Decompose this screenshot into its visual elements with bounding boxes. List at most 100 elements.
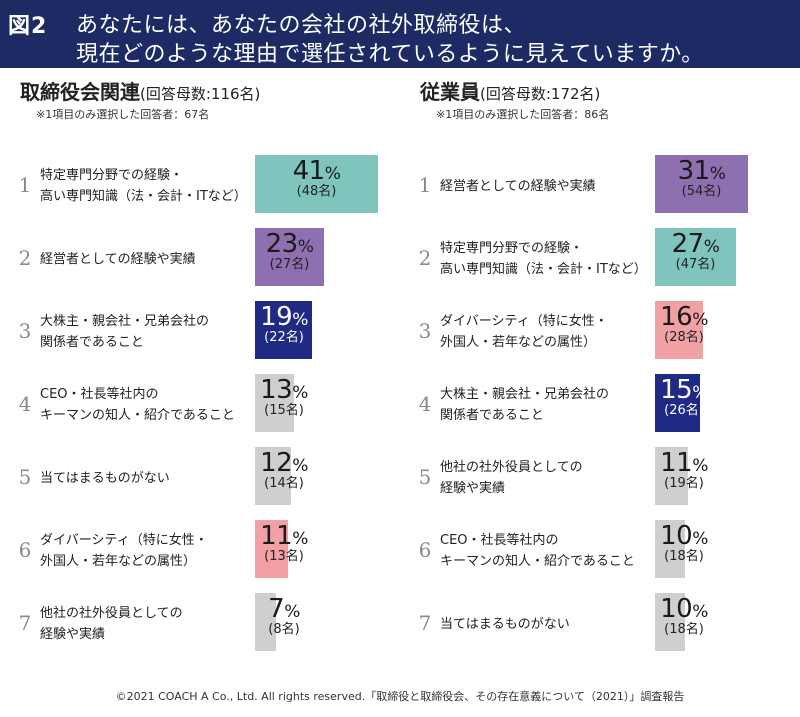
- panel-title: 従業員(回答母数:172名): [420, 76, 600, 105]
- panel-title: 取締役会関連(回答母数:116名): [20, 76, 260, 105]
- bar-row: 6 ダイバーシティ（特に女性・ 外国人・若年などの属性） 11% (13名): [0, 516, 400, 586]
- data-label: 13% (15名): [255, 377, 313, 417]
- rank-number: 5: [418, 465, 432, 489]
- respondent-count: (13名): [264, 549, 304, 564]
- category-label: 他社の社外役員としての 経験や実績: [40, 603, 183, 645]
- panel-title-main: 取締役会関連: [20, 80, 140, 104]
- category-label: 特定専門分野での経験・高い専門知識（法・会計・ITなど）: [40, 165, 247, 207]
- percent-value: 11%: [660, 448, 708, 478]
- panel-note: ※1項目のみ選択した回答者：67名: [36, 108, 210, 121]
- category-label-line: 経験や実績: [440, 481, 506, 496]
- bar: [655, 228, 736, 286]
- category-label-line: 関係者であること: [40, 335, 144, 350]
- percent-value: 41%: [292, 156, 341, 186]
- data-label: 11% (19名): [655, 450, 713, 490]
- category-label: CEO・社長等社内の キーマンの知人・紹介であること: [440, 530, 635, 572]
- bar: [655, 593, 685, 651]
- category-label: 大株主・親会社・兄弟会社の 関係者であること: [440, 384, 609, 426]
- category-label-line: 外国人・若年などの属性）: [440, 335, 597, 350]
- category-label: 経営者としての経験や実績: [440, 176, 596, 197]
- chart-panel-board: 取締役会関連(回答母数:116名) ※1項目のみ選択した回答者：67名 1 特定専…: [0, 74, 400, 684]
- category-label-line: キーマンの知人・紹介であること: [40, 408, 235, 423]
- bar: [655, 301, 703, 359]
- percent-value: 13%: [260, 375, 308, 405]
- category-label-line: 外国人・若年などの属性）: [40, 554, 197, 569]
- data-label: 16% (28名): [655, 304, 713, 344]
- category-label-line: 大株主・親会社・兄弟会社の: [440, 387, 610, 402]
- category-label: CEO・社長等社内のキーマンの知人・紹介であること: [40, 384, 235, 426]
- percent-sign: %: [692, 456, 708, 476]
- category-label-line: ダイバーシティ（特に女性・: [40, 533, 208, 548]
- category-label-line: 関係者であること: [440, 408, 544, 423]
- rank-number: 6: [18, 538, 32, 562]
- category-label-line: 経営者としての経験や実績: [40, 251, 196, 267]
- category-label: ダイバーシティ（特に女性・ 外国人・若年などの属性）: [40, 530, 208, 572]
- percent-sign: %: [692, 310, 708, 330]
- figure-header: 図2 あなたには、あなたの会社の社外取締役は、 現在どのような理由で選任されてい…: [0, 0, 800, 68]
- category-label-line: ダイバーシティ（特に女性・: [440, 314, 608, 329]
- category-label-line: 特定専門分野での経験・: [440, 241, 584, 256]
- bar-row: 2 経営者としての経験や実績 23% (27名): [0, 224, 400, 294]
- bar: [255, 228, 324, 286]
- data-label: 10% (18名): [655, 596, 713, 636]
- percent-value: 19%: [260, 302, 308, 332]
- bar-row: 6 CEO・社長等社内の キーマンの知人・紹介であること 10% (18名): [400, 516, 800, 586]
- respondent-count: (54名): [681, 184, 722, 199]
- bar: [255, 155, 378, 213]
- respondent-count: (22名): [264, 330, 304, 345]
- figure-title-line-1: あなたには、あなたの会社の社外取締役は、: [76, 13, 527, 38]
- bar-row: 1 経営者としての経験や実績 31% (54名): [400, 151, 800, 221]
- panel-title-main: 従業員: [420, 80, 480, 104]
- data-label: 19% (22名): [255, 304, 313, 344]
- percent-value: 16%: [660, 302, 708, 332]
- category-label: 他社の社外役員としての 経験や実績: [440, 457, 583, 499]
- bar: [255, 593, 276, 651]
- rank-number: 2: [18, 246, 32, 270]
- respondent-count: (26名): [664, 403, 704, 418]
- percent-value: 15%: [660, 375, 708, 405]
- bar: [255, 374, 294, 432]
- panel-note: ※1項目のみ選択した回答者：86名: [436, 108, 610, 121]
- percent-value: 11%: [260, 521, 308, 551]
- data-label: 31% (54名): [655, 158, 748, 198]
- bar-row: 2 特定専門分野での経験・ 高い専門知識（法・会計・ITなど） 27% (47名): [400, 224, 800, 294]
- respondent-count: (18名): [664, 549, 704, 564]
- rank-number: 3: [418, 319, 432, 343]
- percent-value: 10%: [660, 594, 708, 624]
- percent-sign: %: [692, 602, 708, 622]
- percent-sign: %: [692, 529, 708, 549]
- bar: [655, 520, 685, 578]
- percent-value: 7%: [268, 594, 300, 624]
- percent-value: 10%: [660, 521, 708, 551]
- rank-number: 4: [418, 392, 432, 416]
- rank-number: 7: [18, 611, 32, 635]
- category-label-line: 特定専門分野での経験・: [40, 168, 184, 183]
- category-label-line: CEO・社長等社内の: [40, 387, 159, 402]
- percent-value: 12%: [260, 448, 308, 478]
- figure-title-line-2: 現在どのような理由で選任されているように見えていますか。: [76, 42, 704, 67]
- chart-panel-employees: 従業員(回答母数:172名) ※1項目のみ選択した回答者：86名 1 経営者として…: [400, 74, 800, 684]
- data-label: 7% (8名): [255, 596, 313, 636]
- category-label-line: 高い専門知識（法・会計・ITなど）: [40, 189, 247, 204]
- percent-sign: %: [284, 602, 300, 622]
- percent-sign: %: [292, 310, 308, 330]
- respondent-count: (14名): [264, 476, 304, 491]
- bar: [655, 155, 748, 213]
- rank-number: 6: [418, 538, 432, 562]
- data-label: 10% (18名): [655, 523, 713, 563]
- rank-number: 1: [418, 173, 432, 197]
- respondent-count: (18名): [664, 622, 704, 637]
- percent-sign: %: [703, 237, 720, 257]
- data-label: 11% (13名): [255, 523, 313, 563]
- percent-sign: %: [292, 383, 308, 403]
- data-label: 12% (14名): [255, 450, 313, 490]
- percent-value: 27%: [671, 229, 720, 259]
- respondent-count: (19名): [664, 476, 704, 491]
- percent-sign: %: [292, 456, 308, 476]
- bar: [255, 301, 312, 359]
- category-label: 経営者としての経験や実績: [40, 249, 196, 270]
- category-label-line: 経営者としての経験や実績: [440, 178, 596, 194]
- bar-row: 7 当てはまるものがない 10% (18名): [400, 589, 800, 659]
- category-label-line: 経験や実績: [40, 627, 106, 642]
- percent-sign: %: [692, 383, 708, 403]
